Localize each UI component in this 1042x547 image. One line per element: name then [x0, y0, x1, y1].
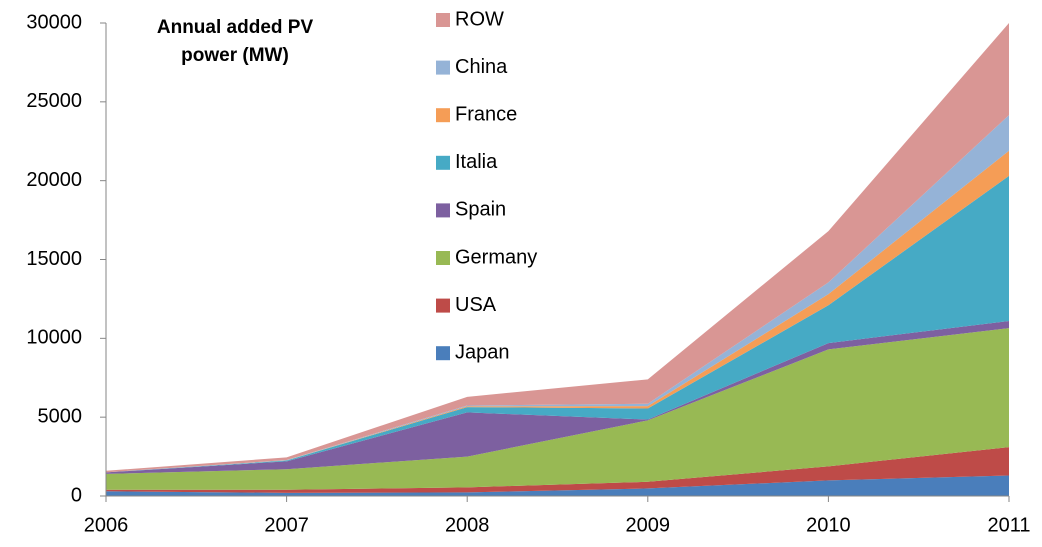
legend-label: Germany	[455, 246, 537, 268]
area	[106, 115, 1009, 473]
y-tick-label: 15000	[26, 248, 82, 270]
area	[106, 475, 1009, 496]
x-tick-label: 2008	[445, 514, 490, 536]
legend-swatch	[436, 346, 450, 361]
legend-swatch	[436, 13, 450, 27]
chart-title: Annual added PV power (MW)	[156, 17, 314, 66]
legend-label: China	[455, 56, 508, 78]
area	[106, 23, 1009, 473]
x-tick-label: 2011	[987, 514, 1030, 536]
legend-swatch	[436, 60, 450, 75]
area	[106, 447, 1009, 493]
x-tick-label: 2009	[626, 514, 671, 536]
legend-swatch	[436, 251, 450, 265]
legend-label: Italia	[455, 151, 498, 173]
legend-label: France	[455, 103, 517, 125]
y-tick-label: 25000	[26, 90, 82, 112]
area	[106, 320, 1009, 474]
y-tick-label: 10000	[26, 327, 82, 349]
legend-label: USA	[455, 294, 497, 316]
legend-swatch	[436, 108, 450, 123]
y-tick-label: 0	[71, 484, 82, 506]
x-tick-label: 2010	[806, 514, 851, 536]
area	[106, 175, 1009, 473]
area	[106, 328, 1009, 490]
legend-swatch	[436, 298, 450, 313]
legend-label: Japan	[455, 341, 510, 363]
x-tick-label: 2007	[264, 514, 309, 536]
legend-label: ROW	[455, 8, 504, 30]
legend-swatch	[436, 203, 450, 218]
legend-swatch	[436, 155, 450, 170]
y-tick-label: 30000	[26, 11, 82, 33]
y-tick-label: 5000	[38, 405, 83, 427]
x-tick-label: 2006	[84, 514, 129, 536]
y-tick-label: 20000	[26, 169, 82, 191]
legend-label: Spain	[455, 199, 506, 221]
